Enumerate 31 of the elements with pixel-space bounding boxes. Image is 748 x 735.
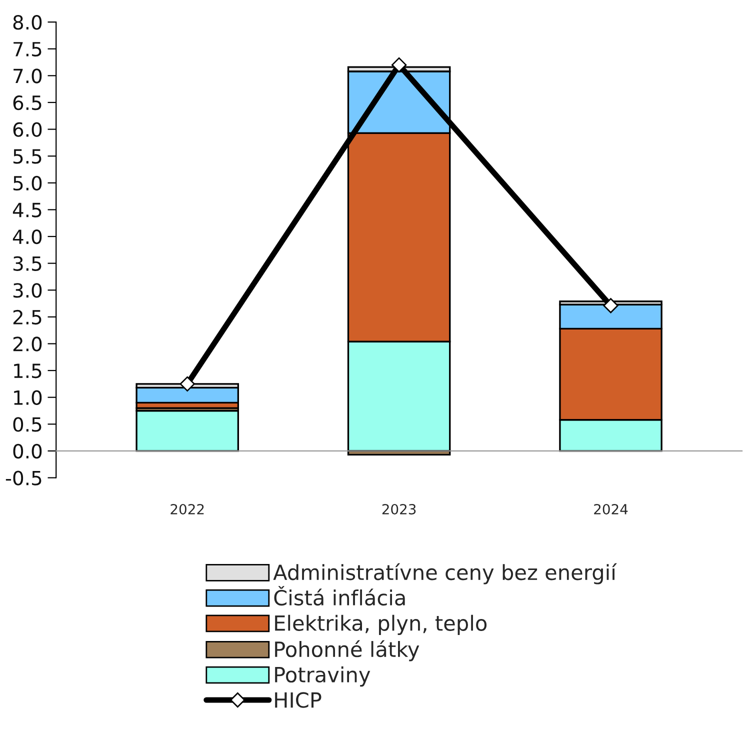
y-tick-label: 6.0 [13,122,42,137]
y-tick-label: 3.0 [13,283,42,298]
x-tick-label: 2022 [170,504,204,514]
point [391,57,407,73]
y-tick-label: 4.0 [12,229,42,244]
y-tick-label: 4.5 [12,202,42,218]
legend-label: Potraviny [275,666,370,687]
bar [136,410,239,452]
x-tick-label: 2024 [594,504,628,514]
legend-label: Elektrika, plyn, teplo [275,614,487,635]
legend-label: Čistá inflácia [274,586,405,606]
legend-label: Administratívne ceny bez energií [273,563,617,584]
y-tick-label: 0.5 [13,417,42,432]
y-tick-label: -0.5 [6,470,42,486]
y-tick-label: 2.5 [13,310,42,325]
legend-label: HICP [275,692,322,708]
y-tick-label: 6.5 [13,95,42,110]
y-tick-label: 0.0 [13,444,42,459]
y-tick-label: 1.0 [14,390,42,405]
y-tick-label: 3.5 [13,256,42,271]
y-tick-label: 2.0 [13,336,42,352]
y-tick-label: 7.0 [14,68,42,84]
y-tick-label: 1.5 [14,364,42,378]
y-tick-label: 7.5 [14,42,42,57]
y-tick-label: 5.5 [13,149,42,164]
legend-label: Pohonné látky [275,640,420,662]
y-tick-label: 5.0 [13,176,42,191]
point [603,298,618,314]
point [180,376,195,392]
x-tick-label: 2023 [382,504,416,514]
y-tick-label: 8.0 [13,15,42,30]
